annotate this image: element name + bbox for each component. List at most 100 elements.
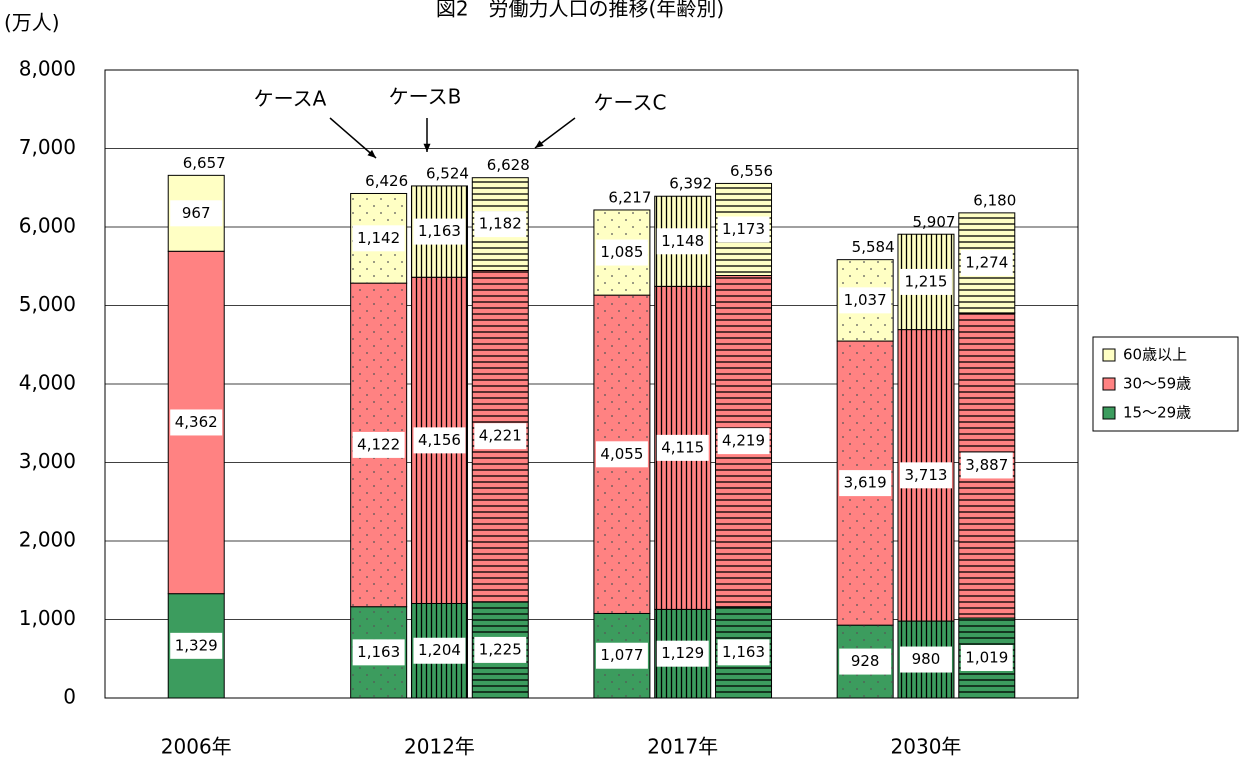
data-label: 3,713 (904, 466, 947, 484)
data-label-box (717, 216, 770, 243)
y-tick-label: 5,000 (19, 292, 76, 316)
y-tick-label: 8,000 (19, 57, 76, 81)
data-label: 4,362 (175, 413, 218, 431)
y-tick-label: 3,000 (19, 449, 76, 473)
total-label: 6,392 (669, 175, 712, 193)
legend-box (1092, 336, 1239, 432)
data-label-box (960, 645, 1013, 672)
data-label-box (899, 268, 952, 295)
data-label: 4,156 (418, 431, 461, 449)
data-label: 4,115 (661, 438, 704, 456)
data-label-box (352, 431, 405, 458)
annotation-arrow (534, 117, 576, 149)
legend-label: 15～29歳 (1123, 404, 1191, 422)
total-label: 5,584 (852, 238, 895, 256)
legend-swatch (1102, 348, 1116, 362)
data-label-box (170, 200, 223, 227)
data-label-box (413, 427, 466, 454)
annotation: ケースA (254, 87, 327, 111)
data-label: 1,019 (965, 649, 1008, 667)
data-label: 1,215 (904, 272, 947, 290)
x-tick-label: 2006年 (161, 735, 232, 759)
data-label: 1,182 (479, 215, 522, 233)
data-label: 967 (182, 204, 211, 222)
data-label-box (352, 225, 405, 252)
data-label: 1,085 (600, 243, 643, 261)
total-label: 6,628 (487, 156, 530, 174)
legend-swatch (1102, 377, 1116, 391)
data-label-box (595, 642, 648, 669)
data-label-box (839, 470, 892, 497)
data-label-box (656, 434, 709, 461)
data-label: 928 (851, 652, 880, 670)
data-label-box (170, 409, 223, 436)
x-tick-label: 2012年 (404, 735, 475, 759)
data-label-box (170, 632, 223, 659)
data-label-box (717, 639, 770, 666)
data-label-box (474, 423, 527, 450)
data-label: 1,142 (357, 229, 400, 247)
data-label: 3,887 (965, 456, 1008, 474)
arrow-head (423, 143, 431, 152)
total-label: 6,657 (183, 154, 226, 172)
data-label: 1,077 (600, 646, 643, 664)
data-label: 1,274 (965, 253, 1008, 271)
y-tick-label: 6,000 (19, 214, 76, 238)
x-tick-label: 2030年 (891, 735, 962, 759)
data-label-box (717, 428, 770, 455)
data-label: 980 (912, 650, 941, 668)
x-tick-label: 2017年 (647, 735, 718, 759)
y-tick-label: 0 (63, 685, 76, 709)
total-label: 6,180 (973, 191, 1016, 209)
data-label: 1,037 (844, 291, 887, 309)
data-label: 1,163 (722, 643, 765, 661)
data-label-box (413, 218, 466, 245)
data-label-box (899, 646, 952, 673)
arrow-head (535, 140, 544, 148)
arrow-head (367, 149, 376, 158)
y-axis-label: (万人) (4, 11, 60, 35)
data-label: 1,129 (661, 644, 704, 662)
data-label: 4,219 (722, 432, 765, 450)
data-label: 3,619 (844, 474, 887, 492)
annotation: ケースC (594, 91, 667, 115)
data-label-box (839, 287, 892, 314)
data-label: 1,225 (479, 640, 522, 658)
annotation: ケースB (389, 85, 462, 109)
data-label-box (352, 639, 405, 666)
data-label-box (474, 636, 527, 663)
data-label-box (595, 441, 648, 468)
data-label: 4,055 (600, 445, 643, 463)
data-label-box (839, 648, 892, 675)
total-label: 5,907 (912, 213, 955, 231)
data-label-box (960, 452, 1013, 479)
y-tick-label: 1,000 (19, 606, 76, 630)
total-label: 6,524 (426, 164, 469, 182)
data-label: 1,163 (357, 643, 400, 661)
data-label: 1,148 (661, 232, 704, 250)
legend-label: 30～59歳 (1123, 375, 1191, 393)
data-label-box (656, 228, 709, 255)
y-tick-label: 2,000 (19, 528, 76, 552)
data-label: 1,204 (418, 641, 461, 659)
data-label-box (656, 640, 709, 667)
total-label: 6,556 (730, 162, 773, 180)
data-label: 1,173 (722, 220, 765, 238)
data-label-box (413, 637, 466, 664)
data-label-box (899, 462, 952, 489)
data-label: 1,329 (175, 636, 218, 654)
chart-title: 図2 労働力人口の推移(年齢別) (436, 0, 724, 21)
data-label: 1,163 (418, 222, 461, 240)
y-tick-label: 7,000 (19, 135, 76, 159)
legend-label: 60歳以上 (1123, 346, 1187, 364)
annotation-arrow (329, 117, 377, 159)
legend-swatch (1102, 406, 1116, 420)
data-label-box (960, 249, 1013, 276)
data-label: 4,122 (357, 435, 400, 453)
data-label: 4,221 (479, 427, 522, 445)
total-label: 6,426 (365, 172, 408, 190)
data-label-box (595, 239, 648, 266)
total-label: 6,217 (608, 188, 651, 206)
data-label-box (474, 211, 527, 238)
